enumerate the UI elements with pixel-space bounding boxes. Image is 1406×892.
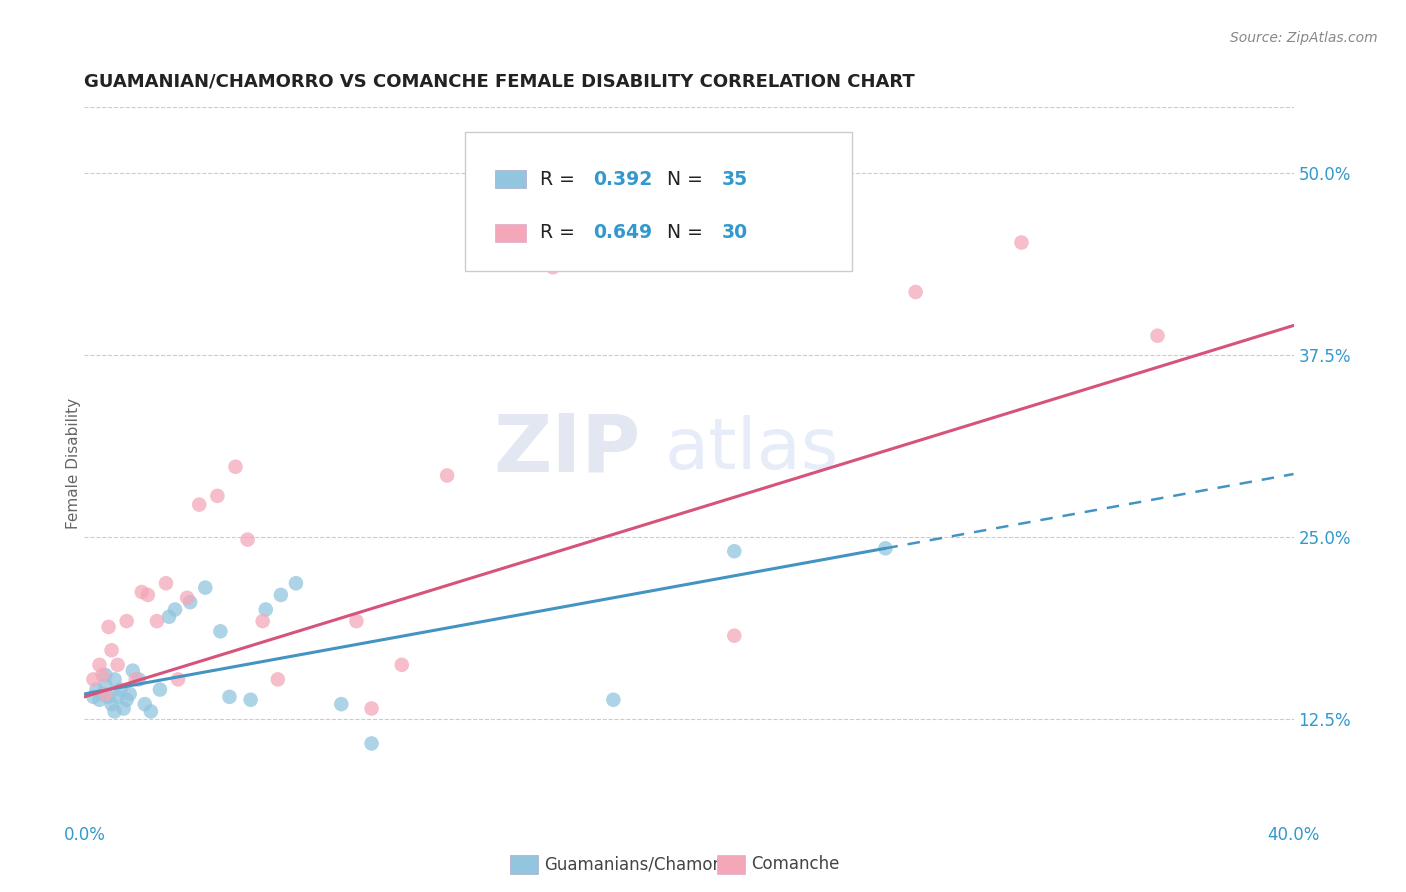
Text: Source: ZipAtlas.com: Source: ZipAtlas.com [1230, 31, 1378, 45]
Point [115, 692, 138, 706]
Point [82, 690, 104, 704]
Point [875, 541, 897, 556]
Point [218, 690, 240, 704]
Text: 35: 35 [721, 169, 748, 188]
Point [176, 591, 198, 605]
Point [100, 697, 122, 711]
Point [91, 668, 114, 682]
Point [94, 668, 117, 682]
Point [207, 489, 229, 503]
Point [267, 673, 290, 687]
Point [285, 576, 308, 591]
Point [254, 602, 277, 616]
Point [436, 468, 458, 483]
Point [149, 682, 172, 697]
Point [236, 533, 259, 547]
Text: Comanche: Comanche [751, 855, 839, 873]
Point [330, 697, 353, 711]
Text: atlas: atlas [665, 415, 839, 484]
Point [723, 544, 745, 558]
Point [139, 705, 162, 719]
Point [723, 629, 745, 643]
Text: GUAMANIAN/CHAMORRO VS COMANCHE FEMALE DISABILITY CORRELATION CHART: GUAMANIAN/CHAMORRO VS COMANCHE FEMALE DI… [84, 72, 915, 90]
Point [89, 657, 111, 672]
Point [134, 697, 156, 711]
Point [100, 643, 122, 657]
FancyBboxPatch shape [495, 224, 526, 242]
Point [391, 657, 413, 672]
Point [188, 498, 211, 512]
Point [110, 682, 132, 697]
Point [146, 614, 169, 628]
Point [165, 602, 187, 616]
Text: N =: N = [655, 223, 709, 243]
Point [1011, 235, 1033, 250]
Point [157, 609, 180, 624]
Point [346, 614, 368, 628]
Point [107, 690, 129, 704]
Point [904, 285, 927, 299]
Point [541, 260, 564, 275]
FancyBboxPatch shape [495, 170, 526, 188]
Point [104, 705, 127, 719]
Text: Guamanians/Chamorros: Guamanians/Chamorros [544, 855, 745, 873]
Point [97, 690, 120, 704]
Text: R =: R = [540, 223, 581, 243]
Point [136, 588, 159, 602]
Point [82, 673, 104, 687]
Point [225, 459, 247, 474]
FancyBboxPatch shape [465, 132, 852, 271]
Point [89, 692, 111, 706]
Point [252, 614, 274, 628]
Point [97, 620, 120, 634]
Y-axis label: Female Disability: Female Disability [66, 398, 80, 530]
Point [86, 682, 108, 697]
Text: ZIP: ZIP [494, 410, 641, 489]
Point [209, 624, 232, 639]
Point [239, 692, 262, 706]
Point [115, 614, 138, 628]
Point [128, 673, 150, 687]
Point [94, 678, 117, 692]
Point [270, 588, 292, 602]
Point [131, 585, 153, 599]
Point [107, 657, 129, 672]
Point [155, 576, 177, 591]
Point [104, 673, 127, 687]
Text: N =: N = [655, 169, 709, 188]
Text: R =: R = [540, 169, 581, 188]
Point [360, 736, 382, 750]
Point [602, 692, 624, 706]
Point [121, 664, 143, 678]
Point [94, 687, 117, 701]
Point [167, 673, 190, 687]
Text: 0.392: 0.392 [593, 169, 652, 188]
Point [179, 595, 201, 609]
Point [118, 687, 141, 701]
Point [125, 673, 148, 687]
Point [360, 701, 382, 715]
Text: 0.649: 0.649 [593, 223, 652, 243]
Point [112, 701, 135, 715]
Point [194, 581, 217, 595]
Text: 30: 30 [721, 223, 748, 243]
Point [91, 687, 114, 701]
Point [1146, 328, 1168, 343]
